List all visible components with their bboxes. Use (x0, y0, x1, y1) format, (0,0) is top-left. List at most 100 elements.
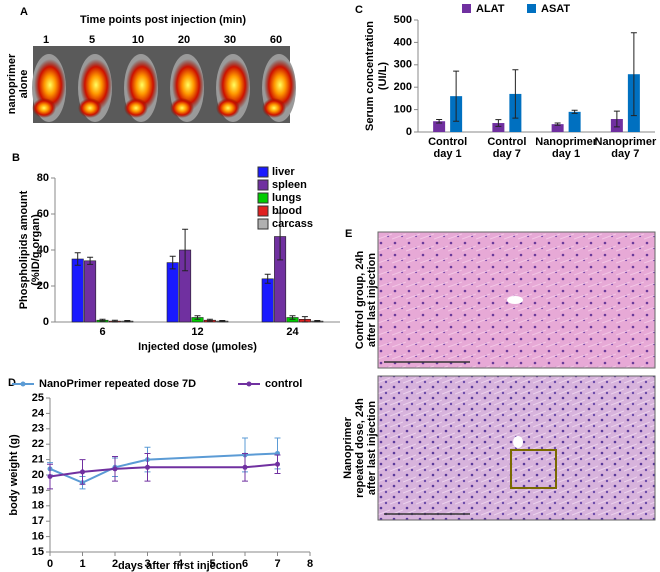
panel-title: Time points post injection (min) (80, 14, 246, 26)
error-bar (554, 122, 561, 126)
signal (80, 59, 112, 111)
legend-swatch (462, 4, 471, 13)
bar (433, 121, 446, 132)
legend-label: ASAT (541, 3, 570, 15)
signal (124, 98, 148, 118)
error-bar (289, 315, 296, 320)
bar (551, 124, 564, 132)
signal (126, 59, 158, 111)
error-bar (571, 109, 578, 114)
x-tick-label: 12 (191, 326, 203, 338)
point (80, 469, 85, 475)
error-bar (436, 118, 443, 124)
x-tick-label: 4 (177, 558, 184, 570)
y-axis-label: (UI/L) (377, 62, 389, 90)
y-tick-label: 40 (37, 244, 49, 256)
vessel (513, 436, 523, 448)
x-tick-label: 7 (274, 558, 280, 570)
point (242, 464, 248, 470)
y-tick-label: 200 (394, 81, 412, 93)
error-bar (301, 316, 308, 323)
panel-label: A (20, 6, 28, 18)
signal (218, 59, 250, 111)
panel-label: B (12, 152, 20, 164)
y-axis-label: Serum concentration (364, 21, 376, 131)
panel-label: E (345, 228, 352, 240)
x-tick-label: day 7 (611, 148, 639, 160)
vessel (507, 296, 523, 304)
point (112, 466, 118, 472)
line (49, 452, 278, 484)
signal (264, 59, 296, 111)
legend-label: lungs (272, 192, 301, 204)
image-label: Control group, 24h (354, 251, 366, 350)
x-axis-label: days after first injection (118, 560, 242, 572)
time-point: 20 (178, 34, 190, 46)
x-tick-label: 2 (112, 558, 118, 570)
image-label: after last injection (366, 253, 378, 347)
error-bar (264, 273, 271, 284)
y-tick-label: 25 (32, 392, 44, 404)
time-point: 60 (270, 34, 282, 46)
y-tick-label: 500 (394, 14, 412, 26)
y-tick-label: 23 (32, 423, 44, 435)
x-tick-label: 1 (79, 558, 85, 570)
error-bar (495, 119, 502, 127)
y-tick-label: 21 (32, 454, 44, 466)
y-tick-label: 24 (32, 407, 45, 419)
bar (261, 278, 274, 323)
y-axis-label: (%ID/g organ) (30, 214, 42, 286)
error-bar (74, 252, 81, 266)
signal (216, 98, 240, 118)
highlight-box (510, 449, 557, 489)
y-tick-label: 300 (394, 59, 412, 71)
x-tick-label: 3 (144, 558, 150, 570)
y-axis-label: Phospholipids amount (18, 190, 30, 309)
y-tick-label: 400 (394, 36, 412, 48)
x-tick-label: Nanoprimer (595, 136, 657, 148)
row-label: nanoprimer (6, 53, 18, 114)
x-tick-label: 5 (209, 558, 215, 570)
x-tick-label: Nanoprimer (535, 136, 597, 148)
panel-label: D (8, 377, 16, 389)
y-tick-label: 0 (43, 316, 49, 328)
error-bar (99, 318, 106, 322)
error-bar (111, 319, 118, 323)
x-tick-label: 8 (307, 558, 313, 570)
row-label: alone (18, 70, 30, 99)
legend-label: NanoPrimer repeated dose 7D (39, 378, 196, 390)
y-axis-label: body weight (g) (8, 434, 20, 516)
legend-label: liver (272, 166, 295, 178)
x-tick-label: Control (487, 136, 526, 148)
y-tick-label: 19 (32, 484, 44, 496)
legend-label: carcass (272, 218, 313, 230)
x-tick-label: Control (428, 136, 467, 148)
legend-swatch (527, 4, 536, 13)
error-bar (277, 212, 284, 261)
error-bar (512, 69, 519, 119)
x-tick-label: 6 (242, 558, 248, 570)
bar (166, 262, 179, 323)
legend-swatch (257, 179, 269, 191)
point (47, 474, 53, 480)
x-tick-label: 6 (99, 326, 105, 338)
error-bar (124, 320, 131, 323)
image-label: Nanoprimer (342, 416, 354, 478)
time-point: 10 (132, 34, 144, 46)
signal (170, 98, 194, 118)
legend-label: spleen (272, 179, 307, 191)
error-bar (87, 256, 94, 265)
image-label: after last injection (366, 401, 378, 495)
y-tick-label: 80 (37, 172, 49, 184)
x-tick-label: 0 (47, 558, 53, 570)
bar (84, 260, 97, 323)
error-bar (630, 32, 637, 117)
y-tick-label: 0 (406, 126, 412, 138)
bar (492, 123, 505, 132)
x-tick-label: 24 (286, 326, 299, 338)
legend-label: ALAT (476, 3, 505, 15)
error-bar (219, 320, 226, 323)
legend-marker (246, 381, 252, 387)
legend-swatch (257, 218, 269, 230)
y-tick-label: 22 (32, 438, 44, 450)
